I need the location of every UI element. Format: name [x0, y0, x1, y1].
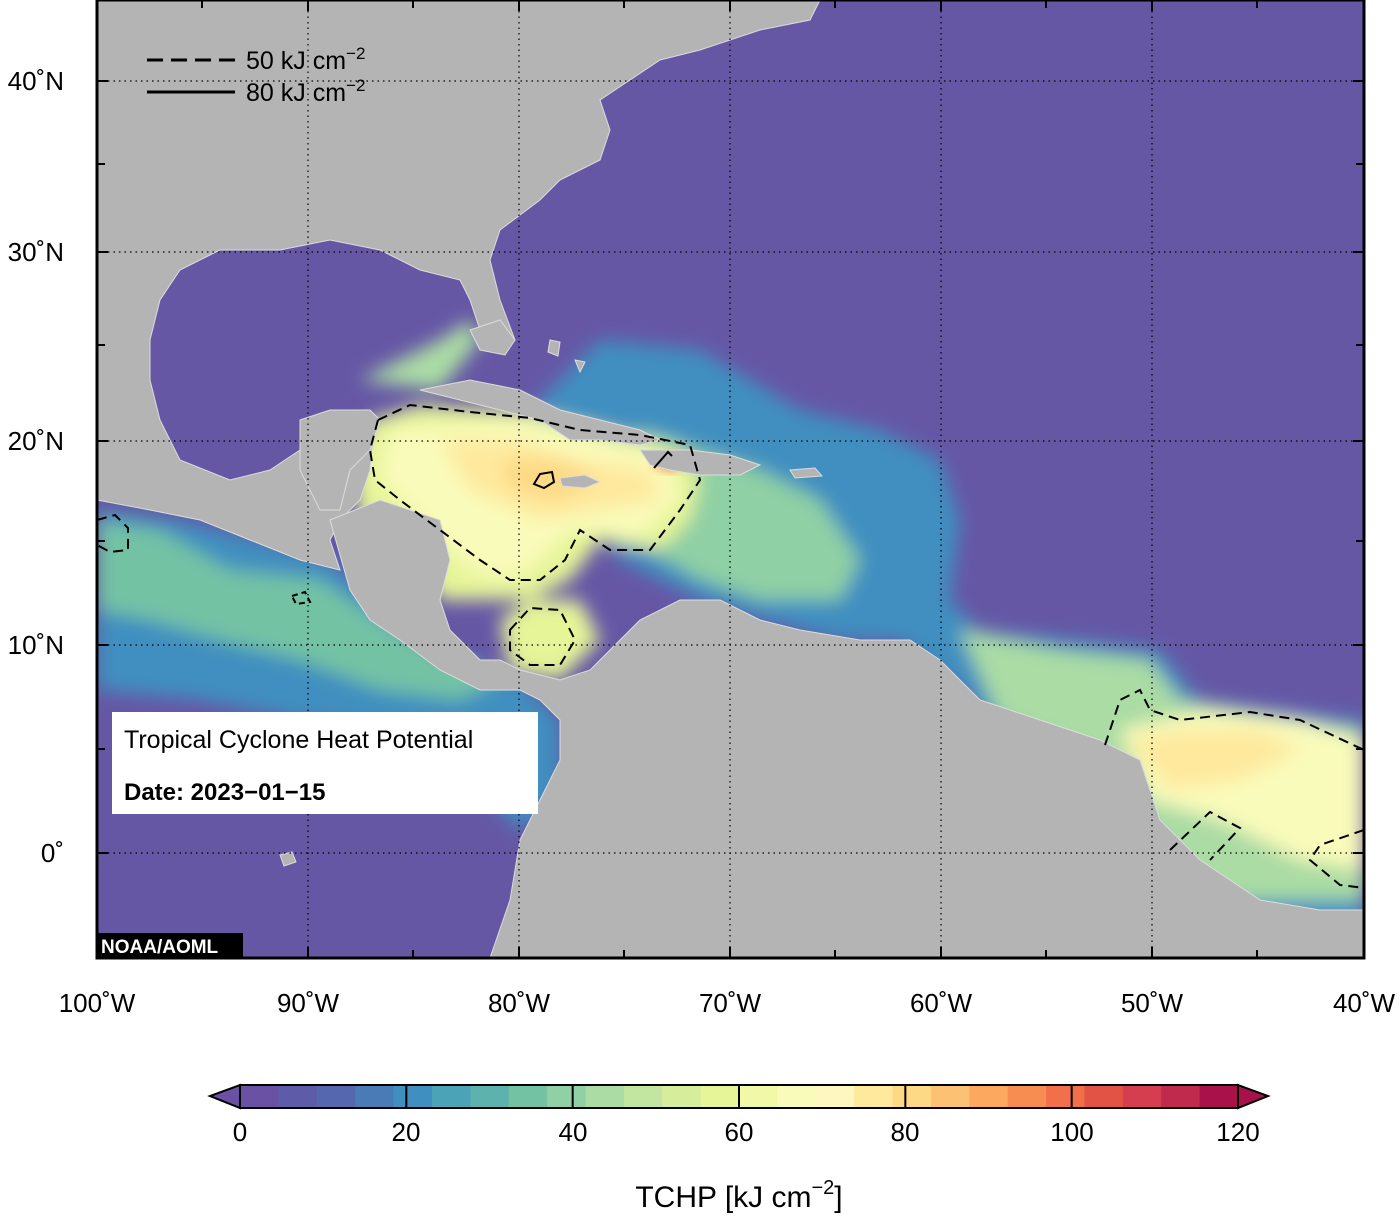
colorbar-cell	[316, 1085, 356, 1108]
colorbar-cell	[240, 1085, 279, 1108]
lon-label-50w: 50˚W	[1121, 988, 1184, 1018]
info-box: Tropical Cyclone Heat Potential Date: 20…	[112, 712, 538, 814]
frame-ticks	[97, 0, 1364, 958]
colorbar-tick-label-40: 40	[559, 1117, 588, 1147]
colorbar-cell	[1122, 1085, 1162, 1108]
colorbar-cell	[892, 1085, 932, 1108]
lon-label-60w: 60˚W	[910, 988, 973, 1018]
colorbar-cell	[393, 1085, 433, 1108]
lon-label-90w: 90˚W	[277, 988, 340, 1018]
colorbar-tick-label-60: 60	[725, 1117, 754, 1147]
colorbar-cell	[930, 1085, 970, 1108]
graticule	[97, 0, 1364, 958]
lat-label-40n: 40˚N	[8, 66, 64, 96]
tchp-contours	[97, 403, 1364, 889]
credit-background	[97, 933, 243, 958]
colorbar-cell	[854, 1085, 894, 1108]
colorbar-cell	[1007, 1085, 1047, 1108]
legend-solid-label: 80 kJ cm−2	[246, 76, 365, 107]
colorbar-tick-labels: 0 20 40 60 80 100 120	[233, 1117, 1260, 1147]
colorbar-cell	[585, 1085, 625, 1108]
lon-label-100w: 100˚W	[59, 988, 136, 1018]
longitude-labels: 100˚W 90˚W 80˚W 70˚W 60˚W 50˚W 40˚W	[59, 988, 1396, 1018]
colorbar-title: TCHP [kJ cm−2]	[635, 1177, 842, 1214]
colorbar-tick-label-80: 80	[891, 1117, 920, 1147]
lat-label-10n: 10˚N	[8, 630, 64, 660]
info-box-background	[112, 712, 538, 814]
colorbar-ticks	[239, 1085, 1239, 1108]
contour-legend: 50 kJ cm−2 80 kJ cm−2	[147, 44, 365, 107]
colorbar-cell	[815, 1085, 855, 1108]
colorbar-cell	[1046, 1085, 1086, 1108]
colorbar-cell	[739, 1085, 778, 1108]
colorbar-cell	[431, 1085, 471, 1108]
colorbar-tick-label-20: 20	[392, 1117, 421, 1147]
lon-label-80w: 80˚W	[488, 988, 551, 1018]
colorbar-cell	[547, 1085, 587, 1108]
colorbar-cell	[470, 1085, 510, 1108]
info-title: Tropical Cyclone Heat Potential	[124, 726, 473, 754]
colorbar-cell	[662, 1085, 702, 1108]
colorbar-cell	[508, 1085, 548, 1108]
colorbar-cell	[1084, 1085, 1124, 1108]
colorbar-cells	[240, 1085, 1239, 1108]
colorbar-tick-label-120: 120	[1216, 1117, 1259, 1147]
colorbar-cell	[700, 1085, 740, 1108]
map-area	[97, 0, 1364, 958]
colorbar-cell	[1161, 1085, 1201, 1108]
colorbar-cell	[777, 1085, 817, 1108]
legend-dashed-label: 50 kJ cm−2	[246, 44, 365, 75]
latitude-labels: 40˚N 30˚N 20˚N 10˚N 0˚	[8, 66, 64, 868]
colorbar-low-arrow	[207, 1083, 241, 1110]
lon-label-70w: 70˚W	[699, 988, 762, 1018]
colorbar-cell	[278, 1085, 318, 1108]
credit-label: NOAA/AOML	[101, 937, 219, 958]
info-date: Date: 2023−01−15	[124, 779, 326, 806]
lon-label-40w: 40˚W	[1333, 988, 1396, 1018]
colorbar-high-arrow	[1237, 1083, 1271, 1110]
colorbar-cell	[623, 1085, 663, 1108]
lat-label-30n: 30˚N	[8, 237, 64, 267]
colorbar: 0 20 40 60 80 100 120 TCHP [kJ cm−2]	[207, 1083, 1271, 1214]
colorbar-cell	[969, 1085, 1009, 1108]
colorbar-cell	[355, 1085, 395, 1108]
lat-label-0: 0˚	[41, 838, 64, 868]
lat-label-20n: 20˚N	[8, 426, 64, 456]
colorbar-tick-label-0: 0	[233, 1117, 247, 1147]
colorbar-tick-label-100: 100	[1050, 1117, 1093, 1147]
colorbar-cell	[1199, 1085, 1239, 1108]
